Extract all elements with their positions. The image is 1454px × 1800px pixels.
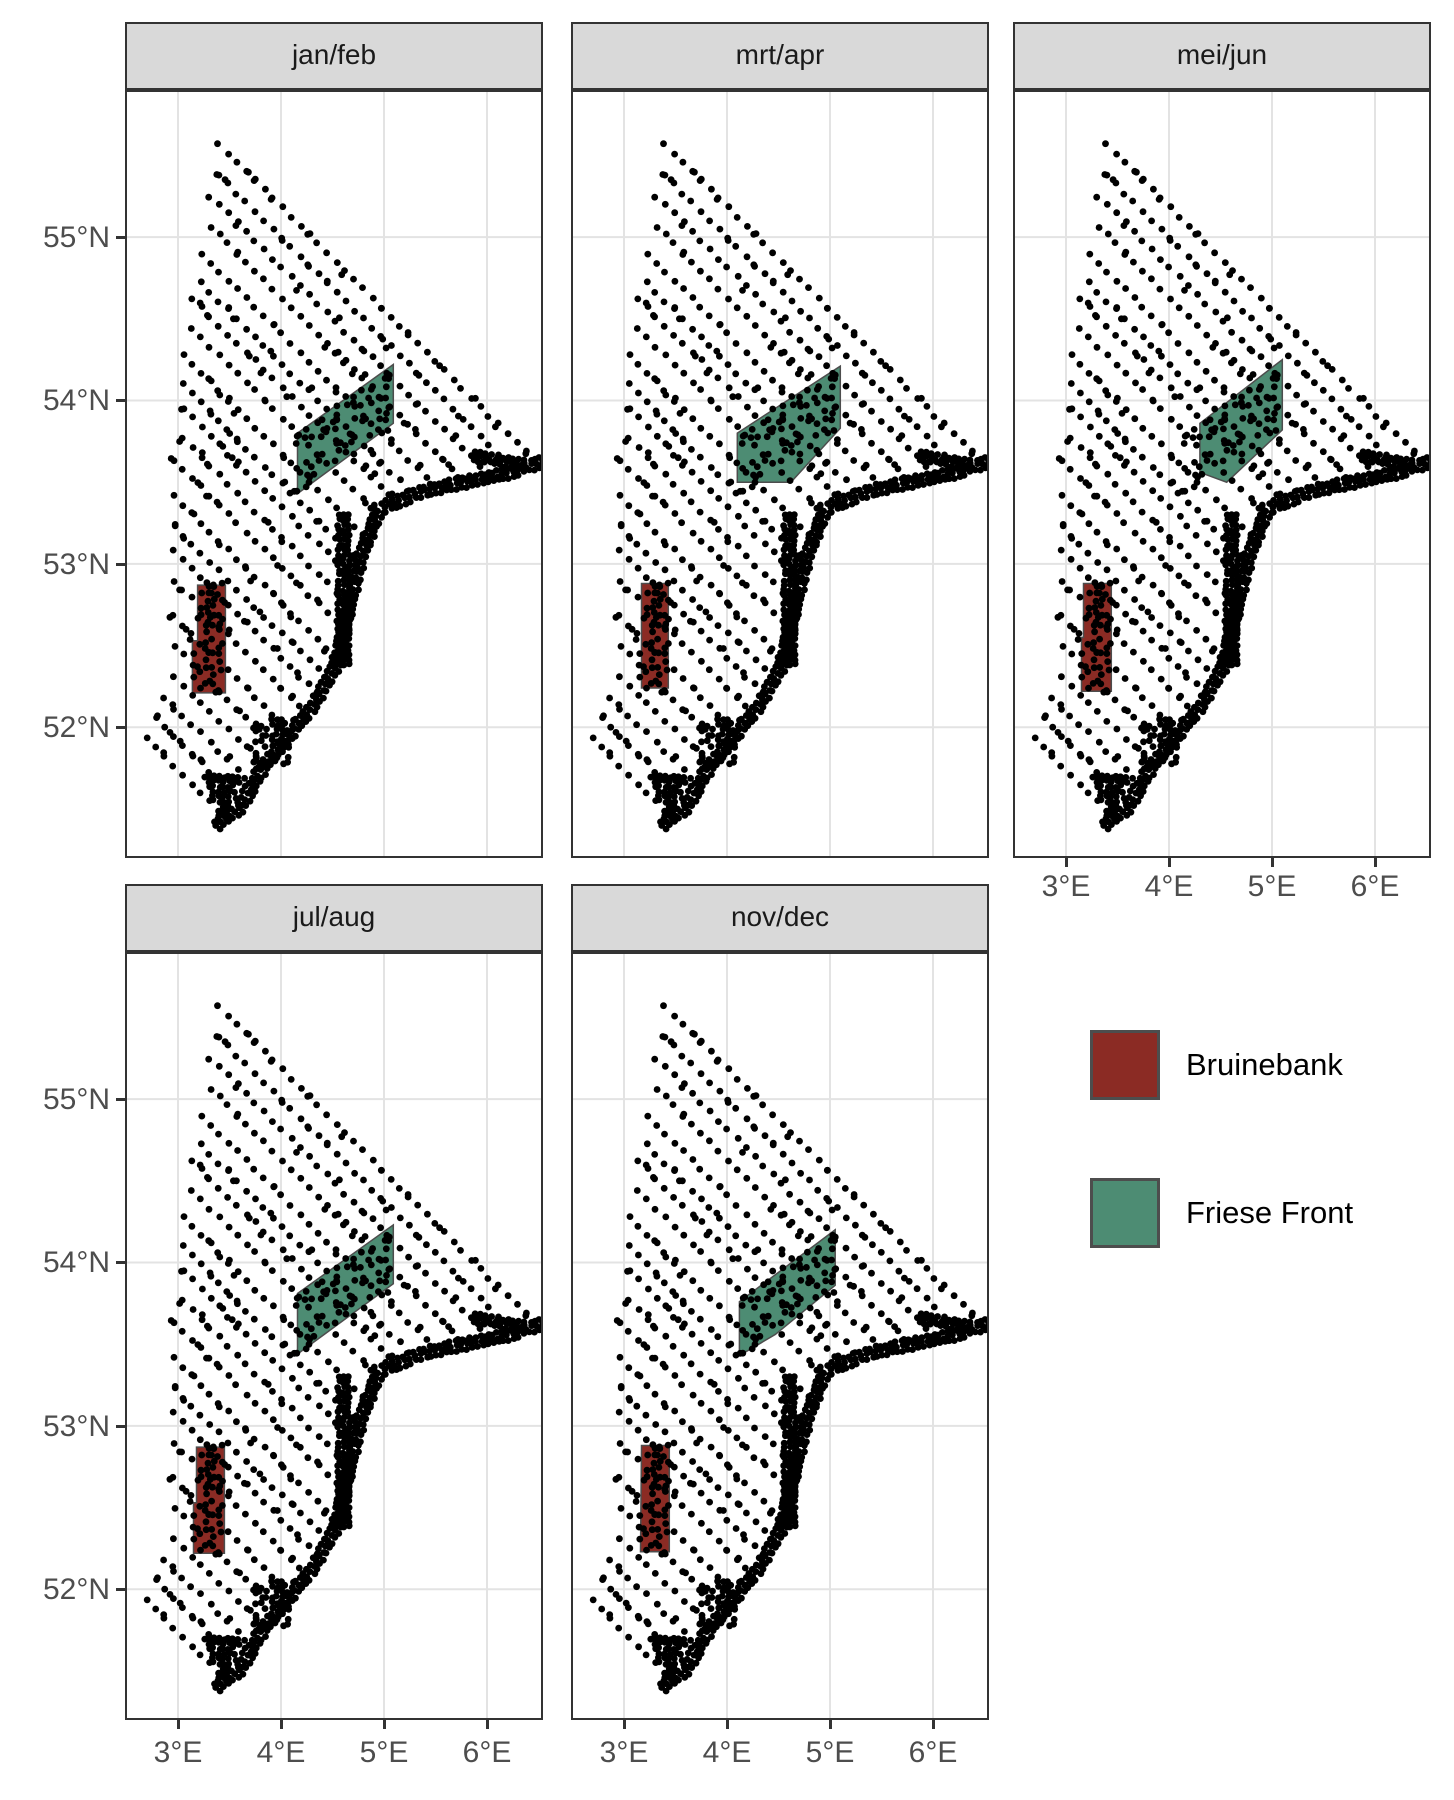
facet-strip-nov-dec: nov/dec: [571, 884, 989, 952]
x-axis-tick-label: 5°E: [805, 1736, 855, 1769]
y-axis-tick-label: 54°N: [42, 1246, 110, 1279]
station-dots: [589, 1002, 989, 1695]
axis-tick-mark: [116, 1098, 125, 1101]
x-axis-tick-label: 6°E: [462, 1736, 512, 1769]
x-axis-tick-label: 3°E: [599, 1736, 649, 1769]
y-axis-tick-label: 54°N: [42, 384, 110, 417]
panel-border: [571, 952, 989, 1720]
station-dots: [589, 140, 989, 833]
y-axis-tick-label: 52°N: [42, 1573, 110, 1606]
facet-label: jan/feb: [291, 39, 377, 70]
map-panel-mei-jun: [1013, 90, 1431, 858]
axis-tick-mark: [116, 1261, 125, 1264]
facet-strip-mei-jun: mei/jun: [1013, 22, 1431, 90]
axis-tick-mark: [116, 399, 125, 402]
map-svg: [571, 90, 989, 858]
facet-label: nov/dec: [730, 901, 830, 932]
facet-label: jul/aug: [292, 901, 376, 932]
x-axis-tick-label: 4°E: [256, 1736, 306, 1769]
panel-border: [1013, 90, 1431, 858]
axis-tick-mark: [116, 1588, 125, 1591]
facet-strip-mrt-apr: mrt/apr: [571, 22, 989, 90]
x-axis-tick-label: 3°E: [1041, 870, 1091, 903]
map-svg: [125, 90, 543, 858]
map-svg: [571, 952, 989, 1720]
axis-tick-mark: [1271, 858, 1274, 867]
facet-strip-jul-aug: jul/aug: [125, 884, 543, 952]
axis-tick-mark: [829, 1720, 832, 1729]
axis-tick-mark: [726, 1720, 729, 1729]
station-dots: [1031, 140, 1431, 833]
axis-tick-mark: [1168, 858, 1171, 867]
y-axis-tick-label: 53°N: [42, 1410, 110, 1443]
y-axis-tick-label: 55°N: [42, 221, 110, 254]
x-axis-tick-label: 4°E: [702, 1736, 752, 1769]
map-panel-jul-aug: [125, 952, 543, 1720]
bruinebank-swatch: [1090, 1030, 1160, 1100]
x-axis-tick-label: 5°E: [1247, 870, 1297, 903]
facet-label: mei/jun: [1176, 39, 1268, 70]
axis-tick-mark: [486, 1720, 489, 1729]
x-axis-tick-label: 5°E: [359, 1736, 409, 1769]
axis-tick-mark: [116, 236, 125, 239]
panel-border: [125, 90, 543, 858]
station-dots: [143, 1002, 543, 1695]
panel-border: [125, 952, 543, 1720]
y-axis-tick-label: 52°N: [42, 711, 110, 744]
axis-tick-mark: [1374, 858, 1377, 867]
map-svg: [1013, 90, 1431, 858]
axis-tick-mark: [383, 1720, 386, 1729]
x-axis-tick-label: 6°E: [1350, 870, 1400, 903]
facet-label: mrt/apr: [735, 39, 825, 70]
axis-tick-mark: [623, 1720, 626, 1729]
y-axis-tick-label: 53°N: [42, 548, 110, 581]
map-panel-nov-dec: [571, 952, 989, 1720]
axis-tick-mark: [1065, 858, 1068, 867]
map-panel-jan-feb: [125, 90, 543, 858]
x-axis-tick-label: 3°E: [153, 1736, 203, 1769]
panel-border: [571, 90, 989, 858]
axis-tick-mark: [116, 726, 125, 729]
map-svg: [125, 952, 543, 1720]
axis-tick-mark: [116, 563, 125, 566]
y-axis-tick-label: 55°N: [42, 1083, 110, 1116]
friese-front-swatch: [1090, 1178, 1160, 1248]
facet-strip-jan-feb: jan/feb: [125, 22, 543, 90]
legend-label: Bruinebank: [1186, 1047, 1343, 1082]
legend-label: Friese Front: [1186, 1195, 1354, 1230]
station-dots: [143, 140, 543, 833]
map-panel-mrt-apr: [571, 90, 989, 858]
axis-tick-mark: [280, 1720, 283, 1729]
grid-lines: [571, 952, 989, 1720]
axis-tick-mark: [116, 1425, 125, 1428]
axis-tick-mark: [177, 1720, 180, 1729]
x-axis-tick-label: 6°E: [908, 1736, 958, 1769]
axis-tick-mark: [932, 1720, 935, 1729]
x-axis-tick-label: 4°E: [1144, 870, 1194, 903]
